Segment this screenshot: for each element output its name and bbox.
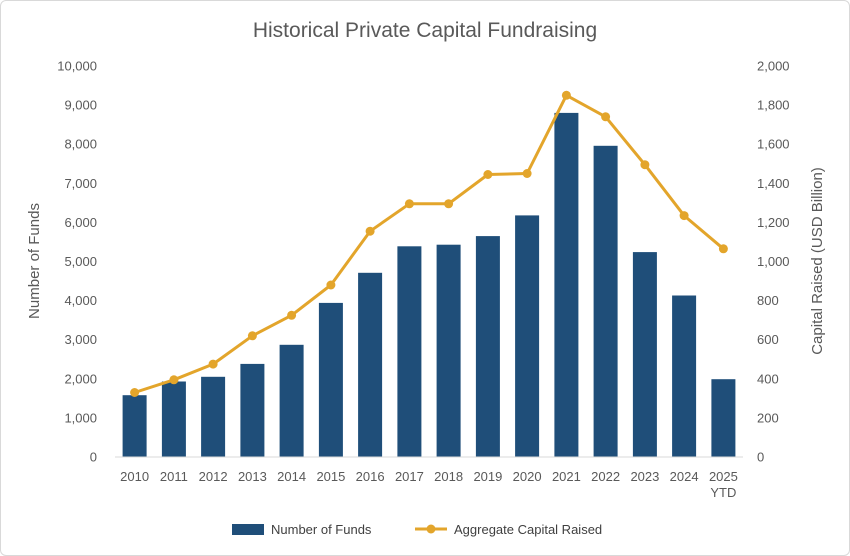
x-tick-label-2011: 2011 [160, 469, 188, 484]
y-left-tick-label: 2,000 [64, 371, 97, 386]
y-left-tick-label: 5,000 [64, 254, 97, 269]
x-tick-label-2022: 2022 [591, 469, 620, 484]
legend-swatch-capital-marker [426, 524, 436, 534]
capital-point-2013 [247, 331, 257, 341]
capital-point-2015 [326, 280, 336, 290]
y-right-tick-label: 1,200 [757, 215, 790, 230]
capital-point-2022 [601, 112, 611, 122]
y-right-tick-label: 1,400 [757, 176, 790, 191]
legend-swatch-number-of-funds [232, 524, 264, 535]
legend: Number of Funds Aggregate Capital Raised [232, 522, 602, 537]
x-tick-label-2013: 2013 [238, 469, 267, 484]
capital-point-2021 [561, 90, 571, 100]
y-right-tick-label: 600 [757, 332, 779, 347]
x-tick-label-2020: 2020 [513, 469, 542, 484]
x-tick-sublabel-2025: YTD [710, 485, 736, 500]
y-left-tick-label: 6,000 [64, 215, 97, 230]
y-right-tick-label: 0 [757, 450, 764, 465]
x-tick-label-2012: 2012 [199, 469, 228, 484]
x-tick-label-2025: 2025 [709, 469, 738, 484]
bar-2019 [475, 236, 500, 457]
bar-2021 [554, 112, 579, 458]
y-right-tick-label: 1,000 [757, 254, 790, 269]
y-left-tick-label: 4,000 [64, 293, 97, 308]
legend-label-number-of-funds: Number of Funds [271, 522, 372, 537]
capital-line [134, 93, 725, 394]
y-left-tick-label: 9,000 [64, 98, 97, 113]
chart-title: Historical Private Capital Fundraising [253, 19, 597, 42]
capital-point-2014 [287, 310, 297, 320]
y-axis-left-title: Number of Funds [26, 203, 43, 319]
capital-point-2018 [444, 199, 454, 209]
capital-point-2023 [640, 160, 650, 170]
x-axis-ticks: 2010 2011 2012 2013 2014 2015 2016 2017 2018 2019… [120, 469, 738, 500]
x-tick-label-2010: 2010 [120, 469, 149, 484]
y-right-tick-label: 2,000 [757, 59, 790, 74]
y-left-tick-label: 10,000 [57, 59, 97, 74]
y-right-tick-label: 800 [757, 293, 779, 308]
y-right-tick-label: 1,600 [757, 137, 790, 152]
bar-2024 [672, 295, 697, 457]
bar-2018 [436, 244, 461, 457]
capital-point-2024 [679, 211, 689, 221]
x-tick-label-2017: 2017 [395, 469, 424, 484]
x-tick-label-2024: 2024 [670, 469, 699, 484]
y-axis-left-ticks: 0 1,000 2,000 3,000 4,000 5,000 6,000 7,000 8,00… [57, 59, 97, 465]
x-tick-label-2023: 2023 [630, 469, 659, 484]
bar-2013 [240, 363, 265, 457]
bar-2010 [122, 395, 147, 457]
bar-2012 [201, 376, 226, 457]
line-series [130, 90, 728, 397]
capital-point-2019 [483, 170, 493, 179]
y-left-tick-label: 7,000 [64, 176, 97, 191]
x-tick-label-2018: 2018 [434, 469, 463, 484]
capital-point-2017 [404, 199, 414, 209]
legend-label-aggregate-capital: Aggregate Capital Raised [454, 522, 602, 537]
bar-2022 [593, 145, 618, 458]
y-right-tick-label: 400 [757, 371, 779, 386]
bar-2020 [515, 215, 540, 457]
bar-2014 [279, 344, 304, 457]
bar-2016 [358, 272, 383, 457]
y-axis-right-title: Capital Raised (USD Billion) [809, 167, 826, 355]
y-left-tick-label: 8,000 [64, 137, 97, 152]
capital-point-2025 [718, 244, 728, 254]
capital-point-2020 [522, 169, 532, 178]
y-right-tick-label: 1,800 [757, 98, 790, 113]
bar-2015 [318, 302, 343, 457]
y-right-tick-label: 200 [757, 410, 779, 425]
bar-2011 [161, 381, 186, 457]
capital-point-2016 [365, 226, 375, 236]
y-left-tick-label: 0 [90, 450, 97, 465]
x-tick-label-2014: 2014 [277, 469, 306, 484]
y-axis-right-ticks: 0 200 400 600 800 1,000 1,200 1,400 1,600 1,800 2,… [757, 59, 790, 465]
bar-2023 [632, 252, 657, 457]
y-left-tick-label: 3,000 [64, 332, 97, 347]
capital-point-2012 [208, 359, 218, 369]
bar-2017 [397, 246, 422, 457]
y-left-tick-label: 1,000 [64, 410, 97, 425]
x-tick-label-2015: 2015 [316, 469, 345, 484]
x-tick-label-2019: 2019 [473, 469, 502, 484]
capital-point-2010 [130, 388, 140, 397]
x-tick-label-2021: 2021 [552, 469, 581, 484]
x-tick-label-2016: 2016 [356, 469, 385, 484]
bar-series [122, 112, 736, 458]
bar-2025 [711, 379, 736, 457]
capital-point-2011 [169, 375, 179, 385]
